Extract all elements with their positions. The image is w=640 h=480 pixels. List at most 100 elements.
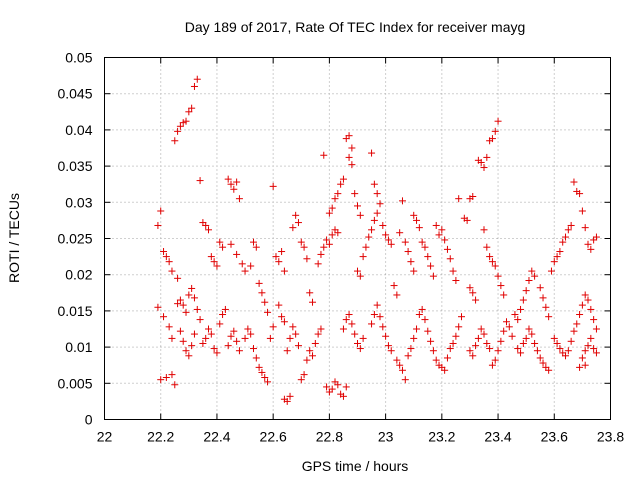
data-point — [517, 305, 525, 313]
data-point — [384, 342, 392, 350]
data-point — [455, 323, 463, 331]
data-point — [306, 289, 314, 297]
data-point — [376, 313, 384, 321]
data-point — [401, 376, 409, 384]
data-point — [207, 253, 215, 261]
data-point — [494, 347, 502, 355]
data-point — [570, 178, 578, 186]
data-point — [578, 301, 586, 309]
data-point — [396, 229, 404, 237]
data-point — [466, 347, 474, 355]
data-point — [351, 330, 359, 338]
data-point — [413, 216, 421, 224]
data-point — [359, 334, 367, 342]
data-point — [168, 267, 176, 275]
data-point — [309, 352, 317, 360]
data-point — [339, 392, 347, 400]
data-point — [483, 243, 491, 251]
x-tick-label: 23.2 — [428, 429, 455, 445]
data-point — [205, 226, 213, 234]
data-point — [592, 233, 600, 241]
data-point — [424, 327, 432, 335]
data-point — [345, 153, 353, 161]
data-point — [348, 144, 356, 152]
data-point — [247, 330, 255, 338]
data-point — [567, 221, 575, 229]
data-point — [233, 178, 241, 186]
data-point — [550, 334, 558, 342]
data-point — [182, 117, 190, 125]
data-point — [205, 325, 213, 333]
y-tick-label: 0.045 — [57, 86, 92, 102]
data-point — [415, 224, 423, 232]
data-point — [297, 376, 305, 384]
data-point — [410, 334, 418, 342]
data-point — [581, 224, 589, 232]
data-point — [345, 132, 353, 140]
data-point — [387, 240, 395, 248]
data-point — [202, 221, 210, 229]
data-point — [337, 180, 345, 188]
data-point — [199, 339, 207, 347]
data-point — [480, 226, 488, 234]
data-point — [219, 311, 227, 319]
data-point — [255, 363, 263, 371]
data-point — [376, 200, 384, 208]
data-point — [587, 334, 595, 342]
data-point — [179, 337, 187, 345]
data-point — [567, 337, 575, 345]
data-point — [165, 258, 173, 266]
data-point — [356, 345, 364, 353]
data-point — [320, 243, 328, 251]
data-point — [171, 381, 179, 389]
data-point — [348, 161, 356, 169]
data-point — [182, 308, 190, 316]
data-point — [275, 258, 283, 266]
data-point — [542, 303, 550, 311]
data-point — [278, 248, 286, 256]
data-point — [269, 323, 277, 331]
data-point — [584, 240, 592, 248]
data-point — [421, 243, 429, 251]
data-point — [398, 366, 406, 374]
data-point — [314, 260, 322, 268]
data-point — [528, 267, 536, 275]
data-point — [370, 180, 378, 188]
data-point — [452, 332, 460, 340]
data-point — [227, 332, 235, 340]
data-point — [325, 209, 333, 217]
y-tick-label: 0.02 — [65, 267, 92, 283]
data-point — [297, 238, 305, 246]
data-point — [162, 374, 170, 382]
data-point — [157, 376, 165, 384]
data-point — [536, 354, 544, 362]
data-point — [486, 345, 494, 353]
data-point — [590, 345, 598, 353]
data-point — [393, 356, 401, 364]
data-point — [581, 347, 589, 355]
data-point — [303, 255, 311, 263]
data-point — [500, 291, 508, 299]
data-point — [590, 316, 598, 324]
data-point — [556, 345, 564, 353]
data-point — [320, 151, 328, 159]
data-point — [573, 320, 581, 328]
x-tick-label: 22 — [97, 429, 113, 445]
data-point — [528, 330, 536, 338]
data-point — [162, 253, 170, 261]
data-point — [370, 216, 378, 224]
data-point — [266, 334, 274, 342]
data-point — [311, 339, 319, 347]
y-tick-label: 0.005 — [57, 375, 92, 391]
data-point — [519, 296, 527, 304]
data-point — [309, 298, 317, 306]
data-point — [182, 347, 190, 355]
data-point — [576, 363, 584, 371]
data-point — [314, 330, 322, 338]
data-point — [193, 305, 201, 313]
y-tick-label: 0.04 — [65, 122, 92, 138]
data-point — [230, 327, 238, 335]
data-point — [494, 272, 502, 280]
data-point — [160, 248, 168, 256]
data-point — [373, 301, 381, 309]
